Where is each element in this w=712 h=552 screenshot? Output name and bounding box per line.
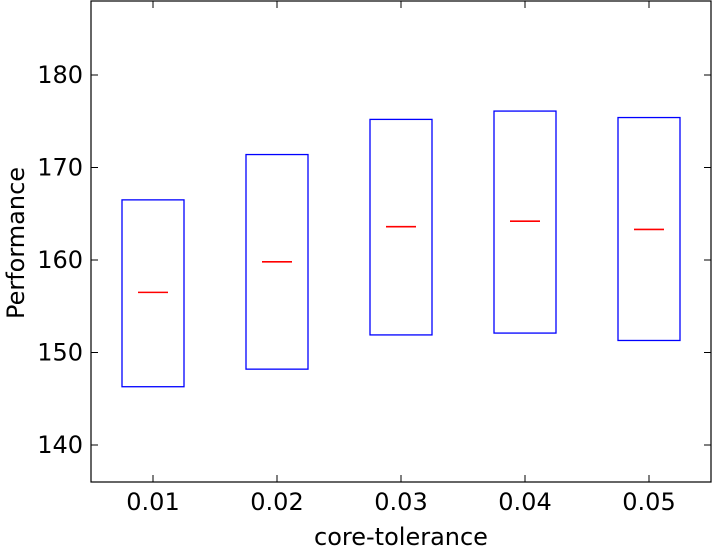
x-tick-label: 0.03 [374, 488, 427, 516]
y-tick-label: 160 [37, 246, 83, 274]
x-tick-label: 0.05 [622, 488, 675, 516]
x-axis-label: core-tolerance [314, 523, 488, 551]
y-axis-label: Performance [2, 167, 30, 319]
x-tick-label: 0.01 [126, 488, 179, 516]
ticks-layer: 140 150 160 170 180 0.01 0.02 0.03 0.04 0.05 [37, 1, 711, 516]
y-tick-label: 150 [37, 339, 83, 367]
y-tick-label: 170 [37, 154, 83, 182]
box-0.05 [617, 116, 681, 342]
x-tick-label: 0.04 [498, 488, 551, 516]
boxes-layer [121, 110, 681, 388]
box-0.01 [121, 199, 185, 388]
y-tick-label: 140 [37, 431, 83, 459]
y-tick-label: 180 [37, 61, 83, 89]
box-0.02 [245, 153, 309, 370]
box-0.04 [493, 110, 557, 334]
box-0.03 [369, 118, 433, 336]
x-tick-label: 0.02 [250, 488, 303, 516]
